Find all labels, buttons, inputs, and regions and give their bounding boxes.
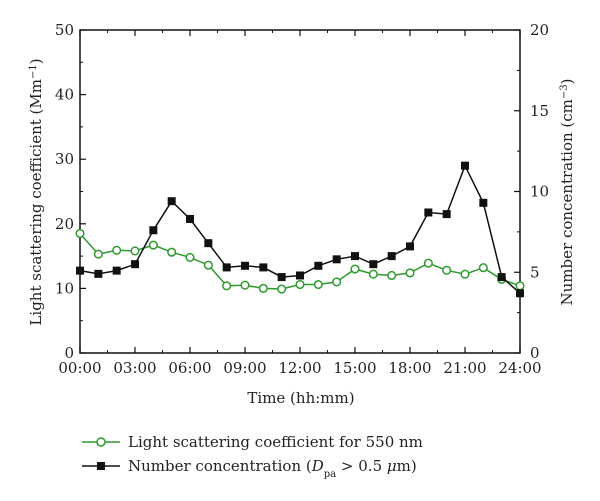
left-tick-label: 50 <box>55 21 74 39</box>
scattering-point <box>93 249 103 259</box>
x-axis-title: Time (hh:mm) <box>247 389 354 407</box>
scattering-point <box>167 247 177 257</box>
scattering-point <box>368 269 378 279</box>
x-tick-label: 24:00 <box>498 359 541 377</box>
number-concentration-point <box>479 198 488 207</box>
scattering-point <box>112 245 122 255</box>
scattering-point <box>277 284 287 294</box>
scattering-point <box>185 252 195 262</box>
legend-item-number-concentration: Number concentration (Dpa > 0.5 μm) <box>82 457 417 480</box>
number-concentration-point <box>387 252 396 261</box>
scattering-point <box>478 263 488 273</box>
scattering-point <box>350 264 360 274</box>
right-tick-label: 10 <box>530 183 549 201</box>
right-tick-label: 20 <box>530 21 549 39</box>
scattering-point <box>460 269 470 279</box>
right-tick-label: 15 <box>530 102 549 120</box>
legend: Light scattering coefficient for 550 nm … <box>82 433 423 480</box>
number-concentration-point <box>497 273 506 282</box>
legend-swatch-concentration-marker <box>97 462 105 470</box>
series-layer <box>75 161 525 298</box>
number-concentration-point <box>94 269 103 278</box>
x-tick-label: 12:00 <box>278 359 321 377</box>
scattering-point <box>258 283 268 293</box>
scattering-point <box>295 279 305 290</box>
number-concentration-point <box>406 242 414 251</box>
number-concentration-point <box>277 273 286 282</box>
number-concentration-point <box>332 255 341 264</box>
scattering-point <box>203 260 213 270</box>
scattering-point <box>423 258 433 268</box>
legend-item-scattering: Light scattering coefficient for 550 nm <box>82 433 423 451</box>
left-tick-label: 10 <box>55 279 74 297</box>
legend-label-concentration: Number concentration (Dpa > 0.5 μm) <box>128 457 417 480</box>
scattering-point <box>148 240 158 250</box>
scattering-point <box>130 246 140 256</box>
x-tick-label: 09:00 <box>223 359 266 377</box>
x-tick-label: 21:00 <box>443 359 486 377</box>
number-concentration-point <box>461 161 469 170</box>
left-axis-title: Light scattering coefficient (Mm−1) <box>27 58 45 325</box>
number-concentration-point <box>186 214 194 223</box>
number-concentration-point <box>259 263 268 272</box>
x-tick-label: 00:00 <box>58 359 101 377</box>
right-tick-label: 5 <box>530 263 540 281</box>
right-tick-label: 0 <box>530 344 540 362</box>
x-tick-label: 03:00 <box>113 359 156 377</box>
number-concentration-point <box>516 289 524 298</box>
number-concentration-point <box>241 261 249 270</box>
scattering-point <box>75 228 85 239</box>
right-axis-title: Number concentration (cm−3) <box>558 79 576 306</box>
number-concentration-point <box>424 208 433 217</box>
scattering-point <box>313 279 323 290</box>
x-tick-label: 15:00 <box>333 359 376 377</box>
number-concentration-point <box>369 260 378 269</box>
left-tick-label: 0 <box>64 344 74 362</box>
number-concentration-point <box>442 210 451 219</box>
axes: 0 10 20 30 40 50 0 5 10 15 20 00:00 03:00 06:00 09:00 1… <box>55 21 549 377</box>
number-concentration-point <box>131 260 139 269</box>
scattering-point <box>442 265 452 275</box>
scattering-point <box>332 277 342 287</box>
scattering-point <box>515 281 525 291</box>
plot-frame <box>79 29 521 354</box>
left-tick-label: 20 <box>55 215 74 233</box>
left-tick-label: 40 <box>55 86 74 104</box>
number-concentration-point <box>222 263 231 272</box>
x-tick-label: 06:00 <box>168 359 211 377</box>
scattering-point <box>240 280 250 290</box>
left-tick-label: 30 <box>55 150 74 168</box>
number-concentration-point <box>296 271 304 280</box>
number-concentration-point <box>351 252 359 261</box>
number-concentration-point <box>149 226 158 235</box>
legend-swatch-scattering-marker <box>96 437 106 447</box>
scattering-point <box>222 281 232 291</box>
x-tick-label: 18:00 <box>388 359 431 377</box>
scattering-point <box>405 268 415 278</box>
number-concentration-point <box>167 197 176 206</box>
number-concentration-point <box>112 266 121 275</box>
number-concentration-point <box>76 266 84 275</box>
legend-label-scattering: Light scattering coefficient for 550 nm <box>128 433 423 451</box>
number-concentration-point <box>204 239 213 248</box>
scattering-point <box>387 270 397 281</box>
number-concentration-point <box>314 261 323 270</box>
